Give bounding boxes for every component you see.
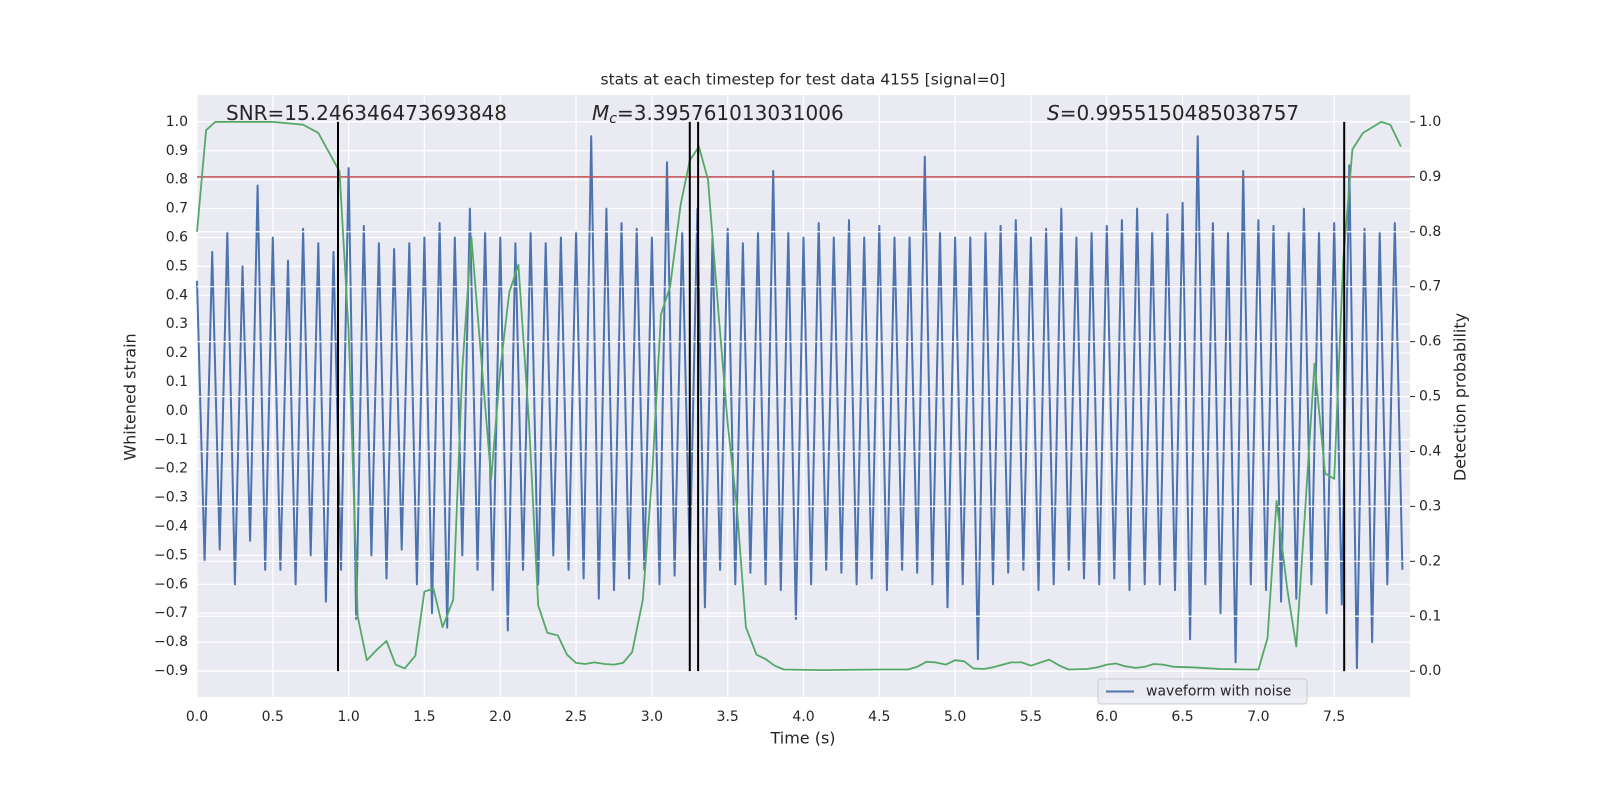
y-tick-label: 0.8	[166, 172, 188, 188]
annotation-subscript: c	[609, 111, 617, 127]
x-tick-label: 6.0	[1096, 709, 1118, 725]
x-tick-label: 4.5	[868, 709, 890, 725]
legend: waveform with noise	[1097, 678, 1308, 705]
y2-tick-label: 0.3	[1419, 498, 1441, 514]
y-tick-label: −0.9	[154, 663, 188, 679]
legend-label: waveform with noise	[1146, 684, 1291, 700]
plot-content	[196, 95, 1415, 697]
y-tick-label: −0.1	[154, 432, 188, 448]
y-tick-label: −0.5	[154, 547, 188, 563]
y-tick-label: 0.4	[166, 287, 188, 303]
legend-box	[1097, 678, 1308, 705]
x-tick-label: 2.0	[489, 709, 511, 725]
data-line	[196, 135, 1404, 670]
x-tick-label: 4.0	[792, 709, 814, 725]
x-tick-label: 0.5	[262, 709, 284, 725]
x-tick-label: 6.5	[1171, 709, 1193, 725]
annotation-symbol: M	[592, 101, 609, 125]
y2-tick-label: 0.8	[1419, 224, 1441, 240]
annotation: S=0.9955150485038757	[1047, 101, 1299, 125]
y-tick-label: 0.6	[166, 229, 188, 245]
x-tick-label: 7.0	[1247, 709, 1269, 725]
annotation-text: SNR=15.246346473693848	[226, 101, 507, 125]
y-tick-label: 0.5	[166, 258, 188, 274]
annotation-text: =3.395761013031006	[617, 101, 844, 125]
y-tick-label: 0.1	[166, 374, 188, 390]
x-axis-label: Time (s)	[769, 729, 835, 748]
y-axis-label: Whitened strain	[121, 333, 140, 460]
x-tick-label: 3.5	[717, 709, 739, 725]
x-tick-label: 0.0	[186, 709, 208, 725]
y2-tick-label: 0.1	[1419, 608, 1441, 624]
y-tick-label: 0.9	[166, 143, 188, 159]
y2-tick-label: 0.2	[1419, 553, 1441, 569]
annotation-text: =0.9955150485038757	[1060, 101, 1299, 125]
y-tick-label: 0.3	[166, 316, 188, 332]
y2-tick-label: 1.0	[1419, 114, 1441, 130]
y2-tick-label: 0.6	[1419, 334, 1441, 350]
y-tick-label: −0.7	[154, 605, 188, 621]
y2-tick-label: 0.0	[1419, 663, 1441, 679]
y-tick-label: 1.0	[166, 114, 188, 130]
x-tick-label: 1.5	[413, 709, 435, 725]
x-tick-label: 5.5	[1020, 709, 1042, 725]
y-tick-label: −0.2	[154, 461, 188, 477]
data-line	[196, 121, 1402, 671]
y2-tick-label: 0.7	[1419, 279, 1441, 295]
annotation-symbol: S	[1047, 101, 1060, 125]
y-tick-label: −0.3	[154, 490, 188, 506]
y2-tick-label: 0.4	[1419, 443, 1441, 459]
x-tick-label: 5.0	[944, 709, 966, 725]
y2-axis-label: Detection probability	[1451, 313, 1470, 481]
annotation: Mc=3.395761013031006	[592, 101, 844, 128]
y2-tick-label: 0.5	[1419, 389, 1441, 405]
y-tick-label: 0.2	[166, 345, 188, 361]
y-tick-label: 0.7	[166, 201, 188, 217]
y2-tick-label: 0.9	[1419, 169, 1441, 185]
y-tick-label: −0.6	[154, 576, 188, 592]
y-tick-label: 0.0	[166, 403, 188, 419]
x-tick-label: 2.5	[565, 709, 587, 725]
chart-title: stats at each timestep for test data 415…	[601, 71, 1006, 89]
x-tick-label: 3.0	[641, 709, 663, 725]
x-tick-label: 1.0	[337, 709, 359, 725]
y-tick-label: −0.8	[154, 634, 188, 650]
y-tick-label: −0.4	[154, 518, 188, 534]
x-tick-label: 7.5	[1323, 709, 1345, 725]
annotation: SNR=15.246346473693848	[226, 101, 507, 125]
